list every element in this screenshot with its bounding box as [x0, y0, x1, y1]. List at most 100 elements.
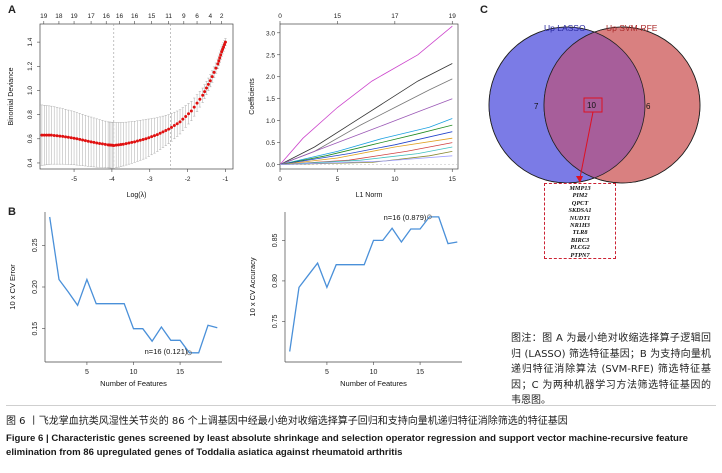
venn-label-svm: Up SVM-RFE — [606, 23, 658, 33]
deviance-point — [72, 136, 76, 140]
deviance-point — [112, 143, 116, 147]
gene-name: PIM2 — [572, 192, 588, 200]
deviance-point — [198, 97, 202, 101]
deviance-point — [221, 47, 225, 51]
venn-count-intersection: 10 — [587, 101, 596, 110]
deviance-point — [117, 143, 121, 147]
deviance-point — [64, 135, 68, 139]
top-tick-label: 2 — [220, 13, 224, 20]
deviance-point — [212, 70, 216, 74]
cv-line — [49, 216, 218, 354]
panel-label-c: C — [480, 4, 488, 16]
deviance-point — [55, 134, 59, 138]
coefficient-path — [279, 98, 453, 165]
deviance-point — [223, 40, 227, 44]
gene-name: PLCG2 — [570, 244, 590, 252]
deviance-point — [81, 138, 85, 142]
deviance-point — [205, 86, 209, 90]
deviance-point — [114, 143, 118, 147]
optimum-label: n=16 (0.879) — [384, 213, 427, 222]
gene-name: SKDSA1 — [568, 207, 592, 215]
deviance-point — [83, 139, 87, 143]
x-axis-label: Log(λ) — [127, 192, 147, 199]
deviance-point — [170, 125, 174, 129]
plot-frame — [39, 23, 234, 170]
y-tick-label: 1.4 — [27, 37, 34, 46]
gene-name: TLR8 — [572, 229, 588, 237]
top-tick-label: 15 — [334, 13, 342, 20]
top-tick-label: 15 — [148, 13, 156, 20]
deviance-point — [135, 139, 139, 143]
coefficient-path — [279, 25, 453, 165]
top-tick-label: 17 — [87, 13, 95, 20]
deviance-point — [66, 135, 70, 139]
deviance-point — [98, 141, 102, 145]
plot-frame — [279, 23, 459, 170]
deviance-point — [40, 133, 44, 137]
deviance-point — [206, 82, 210, 86]
coefficient-path — [279, 155, 453, 165]
coefficient-path — [279, 124, 453, 165]
deviance-point — [178, 120, 182, 124]
y-tick-label: 1.5 — [266, 96, 275, 103]
top-tick-label: 0 — [278, 13, 282, 20]
deviance-point — [222, 45, 226, 49]
x-axis-label: L1 Norm — [356, 192, 383, 199]
deviance-point — [218, 56, 222, 60]
deviance-point — [86, 139, 90, 143]
optimum-marker — [427, 214, 432, 220]
x-tick-label: -3 — [147, 176, 153, 183]
x-tick-label: 15 — [176, 369, 184, 376]
deviance-point — [127, 141, 131, 145]
deviance-point — [133, 140, 137, 144]
top-tick-label: 16 — [116, 13, 124, 20]
coefficient-path — [279, 137, 453, 165]
panel-label-b: B — [8, 206, 16, 218]
y-tick-label: 0.4 — [27, 158, 34, 167]
deviance-point — [75, 137, 79, 141]
deviance-point — [69, 136, 73, 140]
deviance-point — [147, 136, 151, 140]
gene-name: NUDT1 — [569, 214, 591, 222]
deviance-point — [92, 140, 96, 144]
chart-svm-accuracy: 5 10 15 0.75 0.80 0.85 Number of Features 10 x … — [248, 212, 462, 386]
top-tick-label: 16 — [131, 13, 139, 20]
y-tick-label: 0.25 — [32, 238, 39, 252]
gene-name: NR1H3 — [570, 222, 590, 230]
gene-name: PTPN7 — [570, 251, 590, 259]
x-tick-label: 5 — [85, 369, 89, 376]
gene-name: BIRC3 — [570, 236, 590, 244]
deviance-point — [45, 133, 49, 137]
y-tick-label: 0.0 — [266, 162, 275, 169]
top-tick-label: 16 — [103, 13, 111, 20]
deviance-point — [141, 138, 145, 142]
deviance-point — [181, 117, 185, 121]
y-tick-label: 2.0 — [266, 74, 275, 81]
x-axis-label: Number of Features — [340, 379, 407, 386]
panel-label-a: A — [8, 4, 16, 16]
venn-count-right: 6 — [646, 102, 651, 111]
figure-note: 图注：图 A 为最小绝对收缩选择算子逻辑回归 (LASSO) 筛选特征基因；B … — [511, 333, 711, 406]
deviance-point — [103, 142, 107, 146]
venn-diagram: Up LASSO Up SVM-RFE 7 6 10 — [488, 23, 701, 184]
x-tick-label: -1 — [223, 176, 229, 183]
y-axis-label: 10 x CV Error — [8, 264, 17, 310]
deviance-point — [144, 137, 148, 141]
optimum-marker — [187, 350, 192, 356]
x-tick-label: 5 — [325, 369, 329, 376]
deviance-point — [187, 112, 191, 116]
deviance-point — [61, 134, 65, 138]
venn-arrow-line — [579, 111, 594, 179]
y-tick-label: 0.80 — [272, 274, 279, 288]
top-tick-label: 17 — [391, 13, 399, 20]
deviance-point — [47, 133, 51, 137]
deviance-point — [167, 127, 171, 131]
y-axis-label: Binomial Deviance — [8, 67, 15, 125]
deviance-point — [150, 135, 154, 139]
deviance-point — [130, 140, 134, 144]
deviance-point — [201, 93, 205, 97]
deviance-point — [214, 66, 218, 70]
gene-name: QPCT — [571, 199, 589, 207]
deviance-point — [161, 130, 165, 134]
x-tick-label: 0 — [278, 176, 282, 183]
